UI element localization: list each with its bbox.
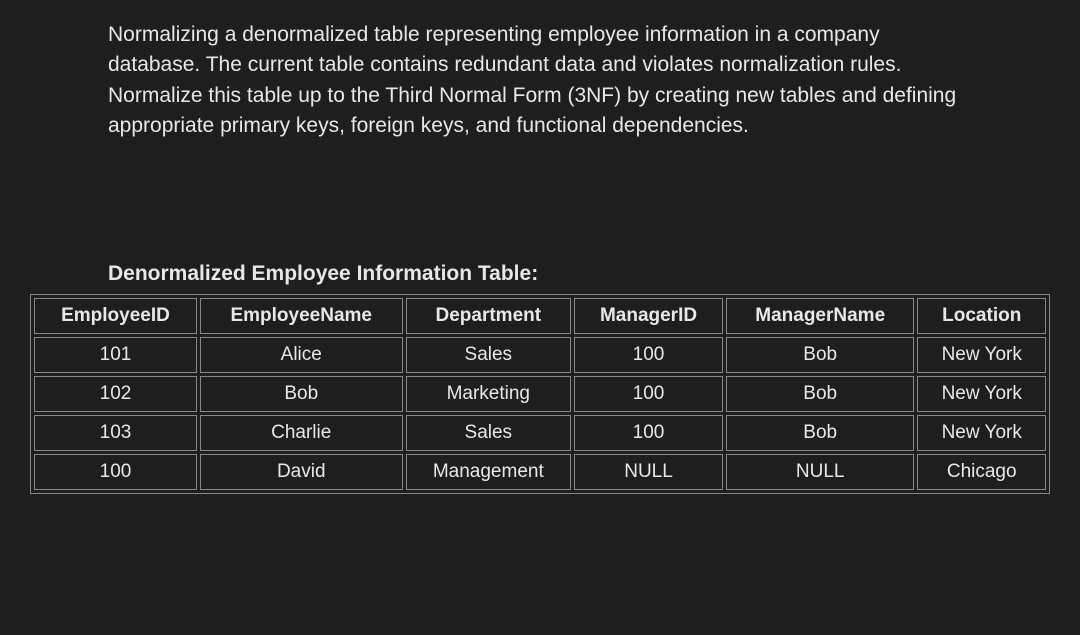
table-row: 100 David Management NULL NULL Chicago (34, 454, 1046, 490)
cell: Charlie (200, 415, 403, 451)
col-location: Location (917, 298, 1046, 334)
cell: New York (917, 376, 1046, 412)
cell: Bob (200, 376, 403, 412)
col-managerid: ManagerID (574, 298, 723, 334)
cell: New York (917, 415, 1046, 451)
cell: Marketing (406, 376, 572, 412)
cell: 100 (34, 454, 197, 490)
cell: New York (917, 337, 1046, 373)
cell: Alice (200, 337, 403, 373)
col-employeename: EmployeeName (200, 298, 403, 334)
intro-paragraph: Normalizing a denormalized table represe… (108, 20, 972, 142)
cell: 100 (574, 376, 723, 412)
cell: Sales (406, 415, 572, 451)
table-row: 102 Bob Marketing 100 Bob New York (34, 376, 1046, 412)
cell: Management (406, 454, 572, 490)
cell: David (200, 454, 403, 490)
cell: NULL (574, 454, 723, 490)
cell: Bob (726, 376, 915, 412)
table-title: Denormalized Employee Information Table: (108, 262, 972, 286)
table-header-row: EmployeeID EmployeeName Department Manag… (34, 298, 1046, 334)
cell: Bob (726, 415, 915, 451)
table-row: 101 Alice Sales 100 Bob New York (34, 337, 1046, 373)
cell: 100 (574, 415, 723, 451)
cell: 102 (34, 376, 197, 412)
col-employeeid: EmployeeID (34, 298, 197, 334)
table-row: 103 Charlie Sales 100 Bob New York (34, 415, 1046, 451)
cell: 103 (34, 415, 197, 451)
col-department: Department (406, 298, 572, 334)
cell: 101 (34, 337, 197, 373)
cell: Bob (726, 337, 915, 373)
cell: NULL (726, 454, 915, 490)
cell: 100 (574, 337, 723, 373)
col-managername: ManagerName (726, 298, 915, 334)
cell: Chicago (917, 454, 1046, 490)
employee-table: EmployeeID EmployeeName Department Manag… (30, 294, 1050, 494)
cell: Sales (406, 337, 572, 373)
